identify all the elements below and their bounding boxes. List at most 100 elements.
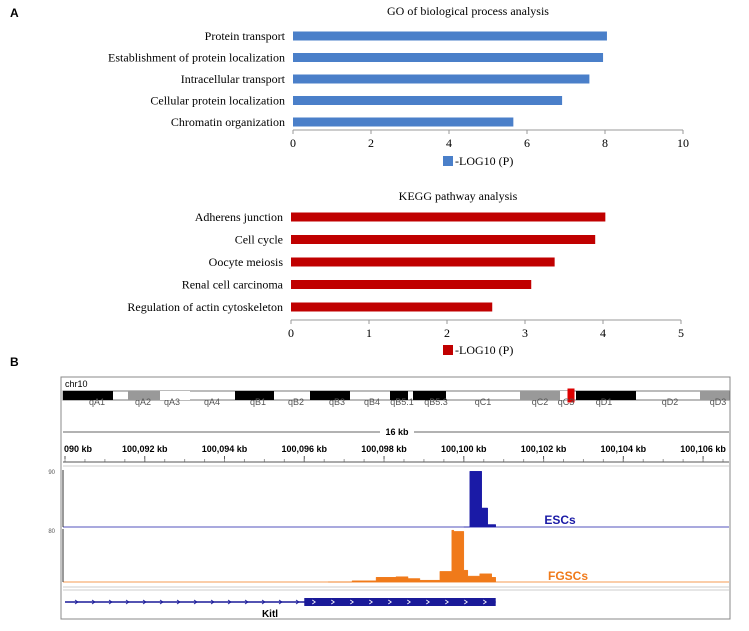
gene-strand-arrow xyxy=(388,599,392,605)
band-label: qC3 xyxy=(558,397,575,407)
bar xyxy=(291,302,493,312)
x-tick-label: 1 xyxy=(366,326,372,340)
category-label: Renal cell carcinoma xyxy=(182,278,284,292)
gene-exon-block xyxy=(304,598,496,606)
gene-strand-arrow xyxy=(426,599,430,605)
bar xyxy=(293,31,607,41)
gene-strand-arrow xyxy=(176,599,181,605)
scale-label: 16 kb xyxy=(385,427,409,437)
band-label: qD3 xyxy=(710,397,727,407)
gene-strand-arrow xyxy=(159,599,164,605)
ideogram-locus-marker xyxy=(567,388,575,403)
band-label: qA1 xyxy=(89,397,105,407)
legend-label: -LOG10 (P) xyxy=(455,343,513,357)
gene-strand-arrow xyxy=(464,599,468,605)
gene-strand-arrow xyxy=(331,599,335,605)
bar xyxy=(291,212,606,222)
category-label: Regulation of actin cytoskeleton xyxy=(127,300,283,314)
gene-strand-arrow xyxy=(261,599,266,605)
band-label: qD1 xyxy=(596,397,613,407)
track-signal xyxy=(328,529,496,583)
coordinate-label: 100,094 kb xyxy=(202,444,248,454)
ideogram-band xyxy=(413,391,446,400)
x-tick-label: 2 xyxy=(368,136,374,150)
band-label: qB1 xyxy=(250,397,266,407)
gene-label: Kitl xyxy=(262,609,278,620)
x-tick-label: 3 xyxy=(522,326,528,340)
band-label: qB2 xyxy=(288,397,304,407)
ideogram-band xyxy=(576,391,636,400)
coordinate-label: 100,096 kb xyxy=(282,444,328,454)
track-max-label: 80 xyxy=(48,529,55,535)
coordinate-label: 100,100 kb xyxy=(441,444,487,454)
gene-strand-arrow xyxy=(210,599,215,605)
x-tick-label: 5 xyxy=(678,326,684,340)
gene-strand-arrow xyxy=(312,599,316,605)
category-label: Cell cycle xyxy=(235,233,283,247)
gene-strand-arrow xyxy=(295,599,300,605)
bar xyxy=(293,117,514,127)
gene-strand-arrow xyxy=(108,599,113,605)
kegg-chart: KEGG pathway analysis Adherens junction Ce… xyxy=(127,189,684,357)
gene-strand-arrow xyxy=(445,599,449,605)
ideogram-band xyxy=(560,391,570,400)
track-label: ESCs xyxy=(544,513,576,527)
track-signal xyxy=(463,471,496,528)
category-label: Establishment of protein localization xyxy=(108,51,285,65)
gene-strand-arrow xyxy=(193,599,198,605)
gene-strand-arrow xyxy=(91,599,96,605)
track-max-label: 90 xyxy=(48,470,55,476)
track-label: FGSCs xyxy=(548,569,588,583)
panel-b-letter: B xyxy=(10,355,19,369)
band-label: qA2 xyxy=(135,397,151,407)
chart-title: KEGG pathway analysis xyxy=(399,189,518,203)
x-tick-label: 2 xyxy=(444,326,450,340)
gene-strand-arrow xyxy=(244,599,249,605)
bar xyxy=(293,96,563,105)
legend-swatch xyxy=(443,345,453,355)
category-label: Intracellular transport xyxy=(181,72,286,86)
coordinate-label: 100,104 kb xyxy=(601,444,647,454)
x-tick-label: 0 xyxy=(288,326,294,340)
coordinate-label: 100,092 kb xyxy=(122,444,168,454)
category-label: Cellular protein localization xyxy=(150,94,285,108)
gene-strand-arrow xyxy=(227,599,232,605)
band-label: qB5.1 xyxy=(390,397,414,407)
x-tick-label: 4 xyxy=(600,326,606,340)
panel-a-bar-charts: GO of biological process analysis Protein… xyxy=(108,4,689,357)
chromosome-label: chr10 xyxy=(65,379,88,389)
band-label: qB3 xyxy=(329,397,345,407)
ideogram-band xyxy=(128,391,160,400)
browser-frame xyxy=(60,376,731,620)
category-label: Protein transport xyxy=(205,29,286,43)
band-label: qB4 xyxy=(364,397,380,407)
coordinate-label: 100,098 kb xyxy=(361,444,407,454)
coordinate-label: 090 kb xyxy=(64,444,93,454)
bar xyxy=(293,53,604,62)
x-tick-label: 4 xyxy=(446,136,452,150)
gene-strand-arrow xyxy=(483,599,487,605)
category-label: Chromatin organization xyxy=(171,115,285,129)
ideogram-band xyxy=(700,391,729,400)
bar xyxy=(291,257,555,267)
legend-label: -LOG10 (P) xyxy=(455,154,513,168)
legend-swatch xyxy=(443,156,453,166)
band-label: qC1 xyxy=(475,397,492,407)
gene-strand-arrow xyxy=(407,599,411,605)
x-tick-label: 0 xyxy=(290,136,296,150)
bar xyxy=(293,74,590,84)
ideogram-band xyxy=(520,391,560,400)
x-tick-label: 8 xyxy=(602,136,608,150)
panel-a-letter: A xyxy=(10,6,19,20)
gene-strand-arrow xyxy=(278,599,283,605)
go-chart: GO of biological process analysis Protein… xyxy=(108,4,689,168)
ideogram-band xyxy=(310,391,350,400)
bar xyxy=(291,235,596,244)
ideogram-band xyxy=(63,391,113,400)
x-tick-label: 10 xyxy=(677,136,689,150)
category-label: Oocyte meiosis xyxy=(209,255,284,269)
chart-title: GO of biological process analysis xyxy=(387,4,549,18)
coordinate-label: 100,106 kb xyxy=(680,444,726,454)
